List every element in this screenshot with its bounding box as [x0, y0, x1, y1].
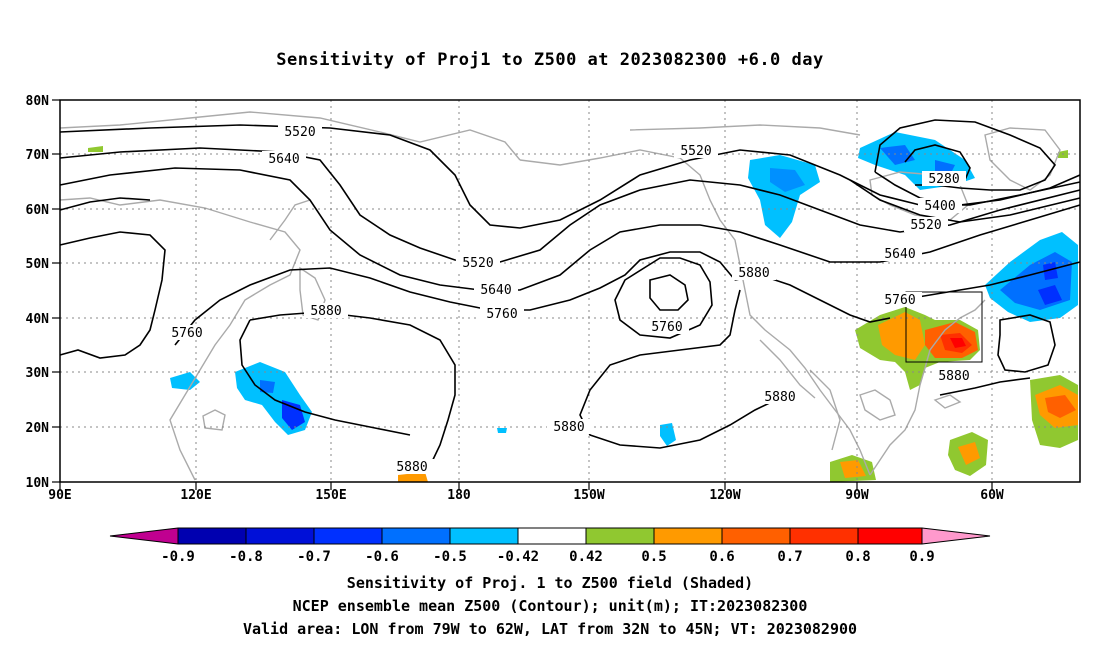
colorbar: -0.9 -0.8 -0.7 -0.6 -0.5 -0.42 0.42 0.5 …	[109, 527, 991, 565]
colorbar-label: -0.6	[365, 549, 399, 565]
lon-label: 90W	[845, 488, 869, 503]
valid-area-box	[905, 291, 983, 363]
lon-label: 150E	[315, 488, 346, 503]
contour-label: 5760	[884, 293, 915, 308]
contour-label: 5880	[310, 304, 341, 319]
contour-label: 5880	[764, 390, 795, 405]
lon-label: 120W	[709, 488, 740, 503]
contour-label: 5640	[480, 283, 511, 298]
colorbar-box	[246, 528, 314, 544]
lon-label: 120E	[180, 488, 211, 503]
colorbar-box	[654, 528, 722, 544]
contour-label: 5880	[553, 420, 584, 435]
colorbar-label: -0.5	[433, 549, 467, 565]
colorbar-label: -0.42	[497, 549, 539, 565]
colorbar-tri-right	[922, 528, 990, 544]
lat-label: 50N	[26, 257, 50, 272]
lon-label: 150W	[573, 488, 604, 503]
lat-label: 40N	[26, 312, 50, 327]
colorbar-box	[382, 528, 450, 544]
lat-label: 70N	[26, 148, 50, 163]
contour-label: 5520	[680, 144, 711, 159]
colorbar-label: 0.9	[909, 549, 934, 565]
colorbar-box	[586, 528, 654, 544]
lon-label: 90E	[48, 488, 71, 503]
colorbar-label: 0.7	[777, 549, 802, 565]
contour-label: 5760	[171, 326, 202, 341]
contour-label: 5280	[928, 172, 959, 187]
lat-label: 60N	[26, 203, 50, 218]
colorbar-box	[178, 528, 246, 544]
contour-label: 5760	[651, 320, 682, 335]
colorbar-label: 0.42	[569, 549, 603, 565]
map-frame	[59, 99, 1081, 483]
map-title: Sensitivity of Proj1 to Z500 at 20230823…	[276, 50, 824, 70]
colorbar-tri-left	[110, 528, 178, 544]
colorbar-box	[518, 528, 586, 544]
lat-label: 20N	[26, 421, 50, 436]
sensitivity-shading	[88, 132, 1078, 482]
lat-label: 30N	[26, 366, 50, 381]
colorbar-box	[790, 528, 858, 544]
colorbar-box	[858, 528, 922, 544]
colorbar-box	[722, 528, 790, 544]
colorbar-label: -0.7	[297, 549, 331, 565]
contour-label: 5880	[396, 460, 427, 475]
colorbar-label: 0.5	[641, 549, 666, 565]
lat-label: 80N	[26, 94, 50, 109]
contour-label: 5520	[284, 125, 315, 140]
colorbar-label: 0.8	[845, 549, 870, 565]
axis-ticks	[52, 99, 993, 490]
contour-label: 5760	[486, 307, 517, 322]
caption-line-1: Sensitivity of Proj. 1 to Z500 field (Sh…	[346, 574, 754, 592]
caption-line-3: Valid area: LON from 79W to 62W, LAT fro…	[242, 620, 858, 638]
contour-label: 5520	[910, 218, 941, 233]
lat-label: 10N	[26, 476, 50, 491]
contour-label: 5640	[884, 247, 915, 262]
colorbar-label: 0.6	[709, 549, 734, 565]
colorbar-box	[450, 528, 518, 544]
contour-label: 5640	[268, 152, 299, 167]
contour-label: 5880	[938, 369, 969, 384]
colorbar-label: -0.9	[161, 549, 195, 565]
colorbar-label: -0.8	[229, 549, 263, 565]
lon-label: 180	[447, 488, 471, 503]
contour-label: 5520	[462, 256, 493, 271]
contour-label: 5880	[738, 266, 769, 281]
colorbar-box	[314, 528, 382, 544]
lon-label: 60W	[980, 488, 1004, 503]
caption-line-2: NCEP ensemble mean Z500 (Contour); unit(…	[292, 597, 808, 615]
contour-label: 5400	[924, 199, 955, 214]
